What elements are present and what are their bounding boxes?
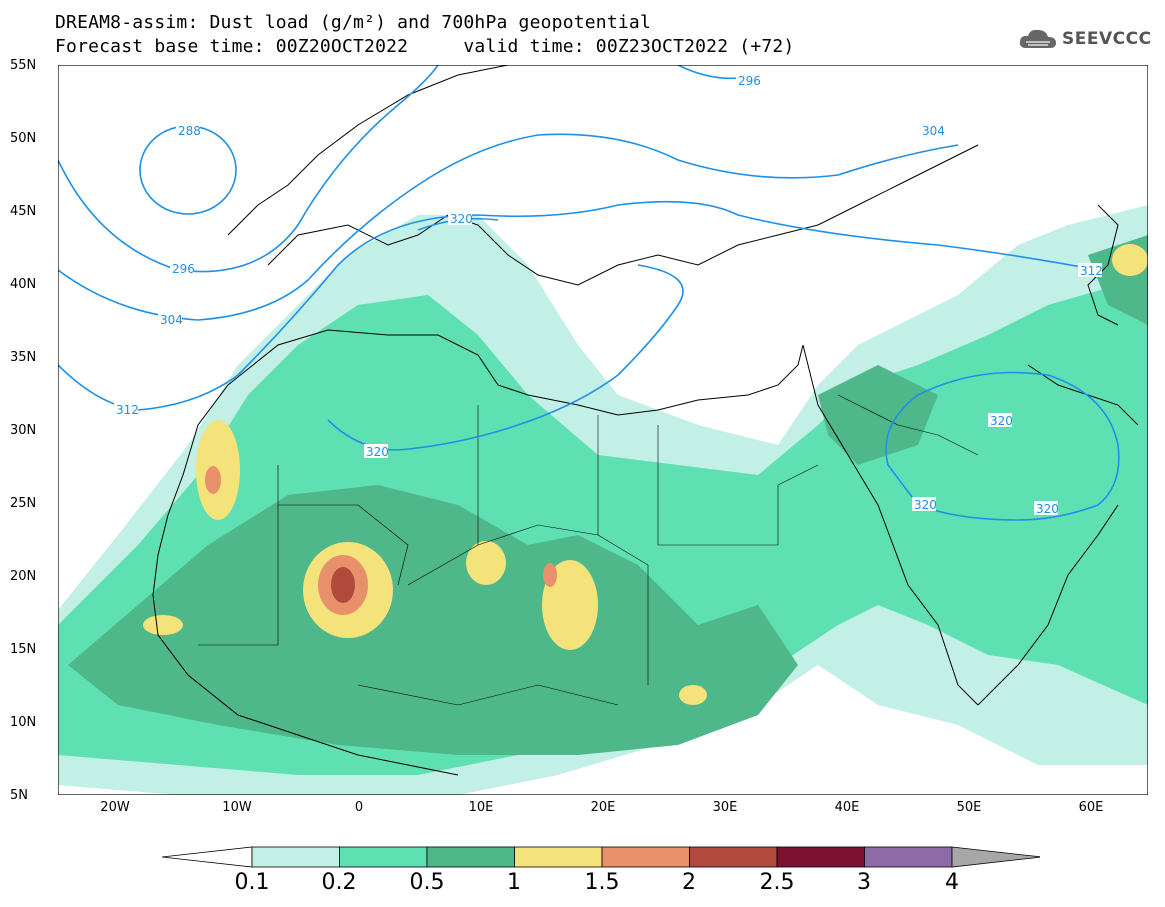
country-borders bbox=[198, 394, 979, 706]
lon-label: 50E bbox=[956, 800, 982, 815]
logo-text: SEEVCCC bbox=[1062, 29, 1152, 49]
lat-label: 50N bbox=[10, 131, 37, 146]
dust-patch-yellow bbox=[1112, 244, 1148, 276]
lat-label: 35N bbox=[10, 350, 37, 365]
colorbar-box bbox=[689, 846, 778, 868]
dust-region-dark bbox=[68, 485, 798, 755]
lon-label: 10W bbox=[222, 800, 252, 815]
colorbar-box bbox=[251, 846, 340, 868]
colorbar bbox=[161, 846, 1040, 868]
lat-label: 20N bbox=[10, 569, 37, 584]
contour-label: 288 bbox=[178, 124, 201, 138]
dust-core-orange bbox=[205, 466, 221, 494]
contour-label: 320 bbox=[990, 414, 1013, 428]
map-subtitle-times: Forecast base time: 00Z20OCT2022 valid t… bbox=[55, 36, 795, 57]
colorbar-box bbox=[339, 846, 428, 868]
colorbar-label: 4 bbox=[945, 870, 959, 895]
contour-label: 304 bbox=[160, 313, 183, 327]
lon-label: 30E bbox=[712, 800, 738, 815]
contour-296-west bbox=[58, 65, 439, 273]
contour-label: 320 bbox=[1036, 502, 1059, 516]
lon-label: 40E bbox=[834, 800, 860, 815]
colorbar-box bbox=[601, 846, 690, 868]
dust-core-red bbox=[331, 567, 355, 603]
lat-label: 10N bbox=[10, 715, 37, 730]
dust-patch-yellow bbox=[143, 615, 183, 635]
contour-label: 304 bbox=[922, 124, 945, 138]
contour-label: 296 bbox=[172, 262, 195, 276]
map-title: DREAM8-assim: Dust load (g/m²) and 700hP… bbox=[55, 12, 651, 33]
colorbar-label: 0.2 bbox=[321, 870, 357, 895]
dust-map: 288 296 304 312 320 296 304 312 320 320 … bbox=[58, 65, 1148, 795]
dust-core-orange bbox=[543, 563, 557, 587]
contour-304-west bbox=[58, 133, 959, 321]
lat-label: 30N bbox=[10, 423, 37, 438]
geopotential-contours bbox=[58, 65, 1120, 521]
dust-patch-yellow bbox=[542, 560, 598, 650]
dust-patch-yellow bbox=[466, 541, 506, 585]
colorbar-box bbox=[776, 846, 865, 868]
colorbar-extend-low bbox=[161, 846, 253, 868]
coastlines bbox=[152, 65, 1139, 776]
lat-label: 40N bbox=[10, 277, 37, 292]
colorbar-box bbox=[864, 846, 953, 868]
dust-patch-yellow bbox=[679, 685, 707, 705]
lat-label: 45N bbox=[10, 204, 37, 219]
lat-label: 55N bbox=[10, 58, 37, 73]
colorbar-label: 0.1 bbox=[234, 870, 270, 895]
lon-label: 10E bbox=[468, 800, 494, 815]
lon-label: 60E bbox=[1078, 800, 1104, 815]
contour-label: 320 bbox=[450, 212, 473, 226]
contour-label: 312 bbox=[116, 403, 139, 417]
colorbar-label: 0.5 bbox=[409, 870, 445, 895]
contour-labels: 288 296 304 312 320 296 304 312 320 320 … bbox=[114, 73, 1103, 516]
lon-label: 20E bbox=[590, 800, 616, 815]
cloud-logo-icon bbox=[1019, 29, 1056, 48]
lat-label: 15N bbox=[10, 642, 37, 657]
colorbar-box bbox=[426, 846, 515, 868]
contour-label: 320 bbox=[914, 498, 937, 512]
contour-320 bbox=[327, 264, 684, 451]
dust-shading bbox=[58, 205, 1148, 795]
colorbar-label: 2.5 bbox=[759, 870, 795, 895]
lat-label: 25N bbox=[10, 496, 37, 511]
contour-label: 312 bbox=[1080, 264, 1103, 278]
contour-label: 296 bbox=[738, 74, 761, 88]
colorbar-label: 1.5 bbox=[584, 870, 620, 895]
contour-320-east bbox=[885, 371, 1120, 521]
contour-label: 320 bbox=[366, 445, 389, 459]
colorbar-label: 1 bbox=[507, 870, 521, 895]
colorbar-label: 3 bbox=[857, 870, 871, 895]
seevccc-logo: SEEVCCC bbox=[1018, 26, 1152, 52]
lon-label: 0 bbox=[354, 800, 364, 815]
colorbar-box bbox=[514, 846, 603, 868]
contour-312 bbox=[58, 200, 1099, 411]
lat-label: 5N bbox=[10, 788, 28, 803]
colorbar-label: 2 bbox=[682, 870, 696, 895]
lon-label: 20W bbox=[100, 800, 130, 815]
colorbar-extend-high bbox=[951, 846, 1040, 868]
